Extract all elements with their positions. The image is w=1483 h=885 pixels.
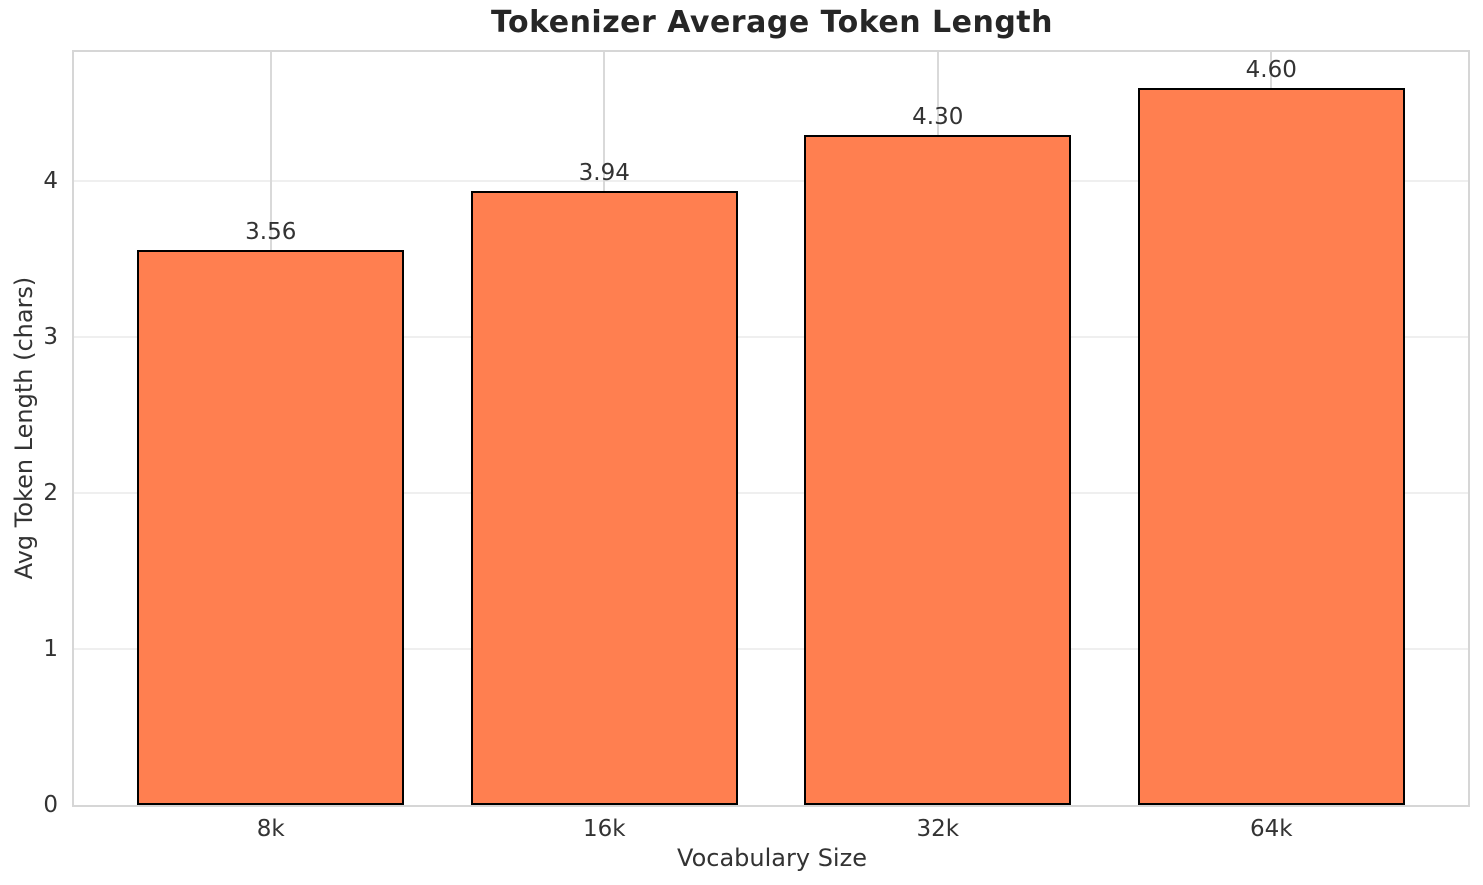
y-axis-label: Avg Token Length (chars) — [10, 276, 38, 580]
bar-value-label-32k: 4.30 — [912, 103, 964, 130]
y-tick-label-2: 2 — [43, 480, 58, 507]
y-tick-label-4: 4 — [43, 168, 58, 195]
bar-8k — [137, 250, 405, 805]
h-gridline-1 — [74, 648, 1468, 651]
x-tick-label-16k: 16k — [582, 816, 626, 842]
y-tick-label-0: 0 — [43, 792, 58, 818]
bar-value-label-64k: 4.60 — [1245, 56, 1297, 83]
bar-value-label-8k: 3.56 — [245, 219, 297, 245]
h-gridline-3 — [74, 336, 1468, 339]
y-tick-label-3: 3 — [43, 324, 58, 351]
x-axis-label: Vocabulary Size — [677, 844, 867, 872]
x-tick-label-64k: 64k — [1249, 816, 1293, 842]
bar-16k — [470, 190, 738, 805]
y-tick-label-1: 1 — [43, 636, 58, 663]
plot-area: 3.56 3.94 4.30 4.60 — [72, 50, 1470, 807]
x-tick-label-8k: 8k — [256, 816, 285, 842]
bar-32k — [804, 134, 1072, 805]
bar-64k — [1137, 87, 1405, 805]
x-tick-label-32k: 32k — [916, 816, 960, 842]
h-gridline-2 — [74, 492, 1468, 495]
h-gridline-4 — [74, 180, 1468, 183]
bar-value-label-16k: 3.94 — [578, 159, 630, 186]
chart-title: Tokenizer Average Token Length — [490, 5, 1053, 40]
